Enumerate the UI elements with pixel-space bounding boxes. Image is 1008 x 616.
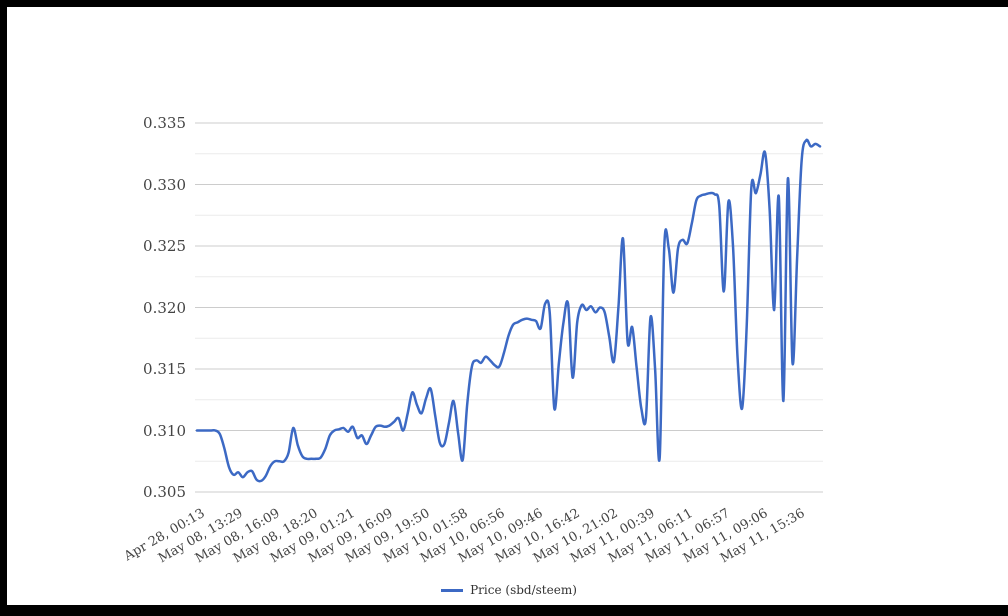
- y-axis-tick-label: 0.310: [143, 422, 186, 440]
- chart-legend: Price (sbd/steem): [195, 583, 823, 597]
- y-axis-tick-label: 0.335: [143, 114, 186, 132]
- legend-label: Price (sbd/steem): [470, 583, 577, 597]
- y-axis-tick-label: 0.330: [143, 176, 186, 194]
- y-axis-tick-label: 0.305: [143, 483, 186, 501]
- y-axis-tick-label: 0.315: [143, 360, 186, 378]
- y-axis-tick-label: 0.325: [143, 237, 186, 255]
- y-axis-tick-label: 0.320: [143, 299, 186, 317]
- price-line-series[interactable]: [195, 138, 822, 483]
- legend-line-swatch: [441, 588, 464, 592]
- price-chart-plot: [195, 122, 823, 493]
- chart-canvas: [7, 7, 1008, 605]
